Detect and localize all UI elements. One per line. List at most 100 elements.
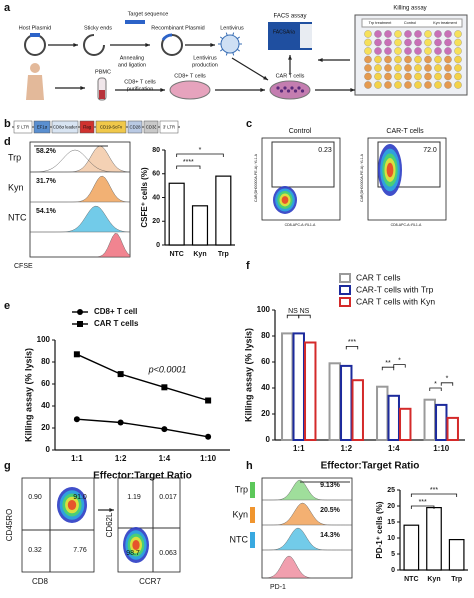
significance-bracket [176,165,201,169]
label: 0.017 [159,494,177,501]
legend-label: CAR T cells with Kyn [356,296,435,306]
well [434,64,442,72]
well [414,30,422,38]
label: Control [404,21,416,25]
label: d [4,136,11,148]
label: 7.76 [73,547,87,554]
well [444,55,452,64]
y-tick-label: 25 [387,487,395,494]
well [424,72,432,81]
bar [340,364,353,441]
construct-segment [33,120,51,134]
well [394,38,402,47]
well [454,47,462,55]
spike [225,32,228,36]
y-tick-label: 0 [266,435,271,444]
cell [293,89,298,93]
well [384,38,392,47]
well [424,81,432,89]
well [374,30,382,38]
well [444,38,452,47]
cell [290,86,294,90]
legend-marker [77,309,83,315]
label: CD8+ T cells [124,79,156,85]
label: g [4,460,11,472]
cell [286,89,291,93]
marker [205,397,212,404]
cell [283,86,287,90]
bar [292,332,305,441]
well [384,81,392,89]
line [76,418,209,438]
label: Control [289,128,312,135]
well [414,47,422,55]
plate-header [361,18,463,28]
significance-bracket [410,493,458,497]
label: 0.063 [159,550,177,557]
histogram [29,149,131,173]
well [374,81,382,89]
well [424,55,432,64]
well [404,81,412,89]
row-swatch [250,482,255,498]
significance-bracket [440,382,454,386]
construct-segment [51,120,79,134]
cell-density [386,162,394,178]
bar [376,385,389,442]
label: 3' LTR [163,125,175,130]
well [444,30,452,38]
significance-bracket [345,346,359,350]
histogram [261,527,352,551]
well [394,55,402,64]
bar [423,398,436,442]
cell-density [67,499,77,511]
well [404,64,412,72]
label: 31.7% [36,178,57,185]
marker [161,426,168,433]
well [414,55,422,64]
label: a [4,2,11,14]
x-tick-label: Kyn [193,251,206,258]
legend-swatch [339,273,351,283]
gate [377,141,441,188]
label: NTC [8,212,27,222]
label: e [4,300,10,312]
label: Trp treatment [369,21,393,25]
dish [269,80,311,100]
arrow-head [260,88,265,92]
legend-label: CAR-T cells with Trp [356,284,434,294]
well [454,30,462,38]
label: CD8 [32,577,49,586]
construct-segment [127,120,143,134]
arrow-head [263,75,268,80]
well [394,64,402,72]
bar [168,182,185,246]
well [404,55,412,64]
histogram [30,175,131,203]
label: 91.0 [73,494,87,501]
well [454,81,462,89]
well [384,55,392,64]
arrow-head [109,508,114,512]
x-tick-label: Trp [218,251,229,258]
plasmid [24,34,46,56]
label: CAR(DH00000A-PE-A)::YL1-A [254,153,258,202]
well [374,72,382,81]
construct-segment [79,120,95,134]
label: Kyn [8,182,24,192]
well [404,38,412,47]
arrow-head [145,43,150,47]
legend-label: CD8+ T cell [94,307,137,316]
facs-panel [300,24,312,48]
significance: NS [300,308,310,315]
significance: **** [183,159,194,166]
well [374,64,382,72]
spike [225,52,228,56]
label: 0.32 [28,547,42,554]
y-tick-label: 80 [261,331,270,340]
histogram [261,555,352,579]
y-tick-label: 80 [152,147,160,154]
bar [426,507,442,571]
well [394,47,402,55]
significance: * [446,376,449,383]
